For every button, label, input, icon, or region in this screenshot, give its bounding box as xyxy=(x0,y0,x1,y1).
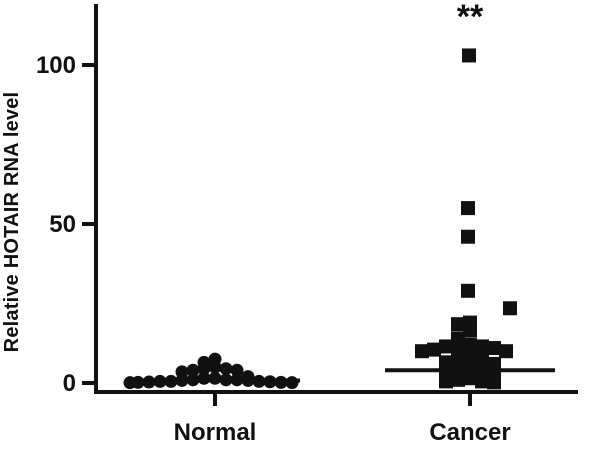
normal-data-point xyxy=(208,360,222,374)
cancer-data-point xyxy=(461,201,475,216)
significance-annotation: ** xyxy=(457,0,484,36)
cancer-data-point xyxy=(463,371,477,386)
y-tick-label: 100 xyxy=(36,52,76,79)
cancer-data-point xyxy=(439,374,453,389)
cancer-data-point xyxy=(475,352,489,367)
cancer-data-point xyxy=(499,344,513,359)
cancer-data-point xyxy=(487,341,501,356)
normal-data-point xyxy=(197,362,211,376)
cancer-data-point xyxy=(475,374,489,389)
normal-data-point xyxy=(197,371,211,385)
normal-data-point xyxy=(123,376,137,390)
normal-data-point xyxy=(285,376,299,390)
x-category-label: Cancer xyxy=(429,419,510,446)
y-tick-label: 0 xyxy=(63,370,76,397)
normal-data-point xyxy=(186,363,200,377)
cancer-data-point xyxy=(461,283,475,298)
cancer-data-point xyxy=(503,301,517,316)
cancer-data-point xyxy=(415,344,429,359)
normal-data-point xyxy=(230,363,244,377)
cancer-data-point xyxy=(427,342,441,357)
x-category-label: Normal xyxy=(174,419,257,446)
cancer-data-point xyxy=(451,337,465,352)
y-axis-label: Relative HOTAIR RNA level xyxy=(1,92,23,353)
cancer-data-point xyxy=(439,355,453,370)
normal-data-point xyxy=(219,362,233,376)
cancer-data-point xyxy=(487,356,501,371)
cancer-data-point xyxy=(451,317,465,332)
cancer-data-point xyxy=(487,375,501,390)
cancer-data-point xyxy=(451,348,465,363)
cancer-data-point xyxy=(439,339,453,354)
cancer-data-point xyxy=(451,372,465,387)
cancer-data-point xyxy=(461,229,475,244)
y-tick-label: 50 xyxy=(49,211,76,238)
cancer-data-point xyxy=(463,347,477,362)
cancer-data-point xyxy=(462,48,476,63)
cancer-data-point xyxy=(463,323,477,338)
cancer-data-point xyxy=(475,339,489,354)
